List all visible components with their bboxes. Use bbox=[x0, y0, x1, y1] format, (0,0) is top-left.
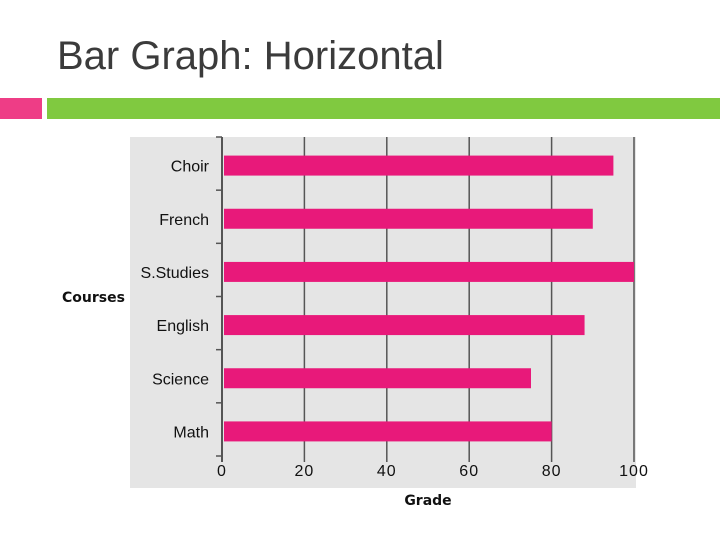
bar-french bbox=[224, 208, 593, 229]
category-label: Choir bbox=[171, 159, 210, 176]
gridlines bbox=[216, 136, 635, 462]
x-axis-title: Grade bbox=[404, 493, 451, 509]
category-label: Math bbox=[173, 424, 209, 441]
slide-title: Bar Graph: Horizontal bbox=[57, 34, 444, 78]
x-tick-label: 40 bbox=[377, 463, 397, 480]
y-axis-title: Courses bbox=[62, 290, 125, 306]
category-label: S.Studies bbox=[141, 265, 209, 282]
category-label: English bbox=[157, 318, 209, 335]
bar-science bbox=[224, 368, 531, 389]
accent-bar-green bbox=[47, 98, 720, 119]
category-labels: Choir French S.Studies English Science Math bbox=[141, 159, 210, 442]
x-tick-label: 0 bbox=[217, 463, 227, 480]
x-tick-labels: 0 20 40 60 80 100 bbox=[217, 463, 649, 480]
x-tick-label: 60 bbox=[459, 463, 479, 480]
category-label: Science bbox=[152, 371, 209, 388]
bars bbox=[224, 155, 634, 442]
bar-english bbox=[224, 315, 585, 336]
x-tick-label: 100 bbox=[619, 463, 649, 480]
bar-math bbox=[224, 421, 552, 442]
category-label: French bbox=[159, 212, 209, 229]
bar-choir bbox=[224, 155, 614, 176]
bar-s-studies bbox=[224, 261, 634, 282]
accent-bar-pink bbox=[0, 98, 42, 119]
x-tick-label: 20 bbox=[295, 463, 315, 480]
x-tick-label: 80 bbox=[542, 463, 562, 480]
